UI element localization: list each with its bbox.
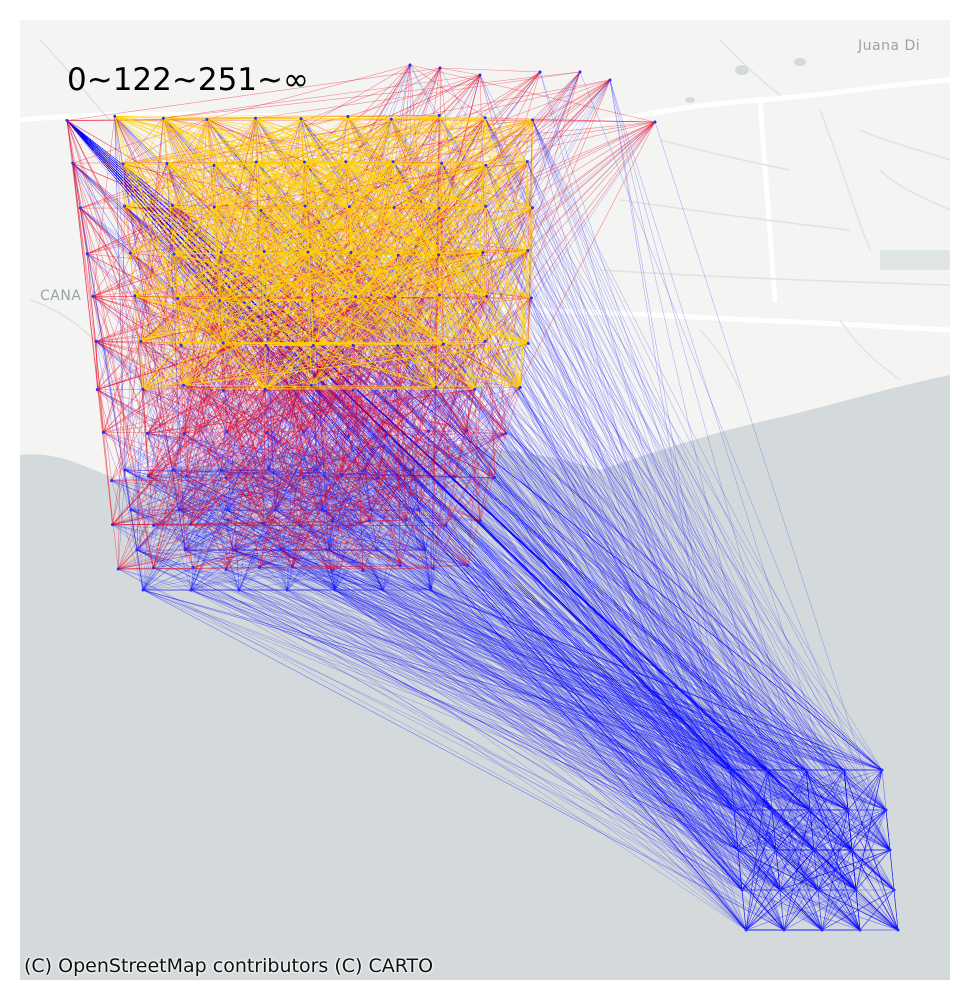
legend-bins-label: 0~122~251~∞ [67, 62, 309, 98]
map-attribution: (C) OpenStreetMap contributors (C) CARTO [24, 955, 434, 977]
place-label-cana: CANA [40, 288, 82, 304]
grid-nodes [65, 63, 900, 932]
sea-area [20, 375, 950, 980]
flow-edges [66, 64, 899, 931]
place-label-juana-di: Juana Di [858, 38, 921, 54]
